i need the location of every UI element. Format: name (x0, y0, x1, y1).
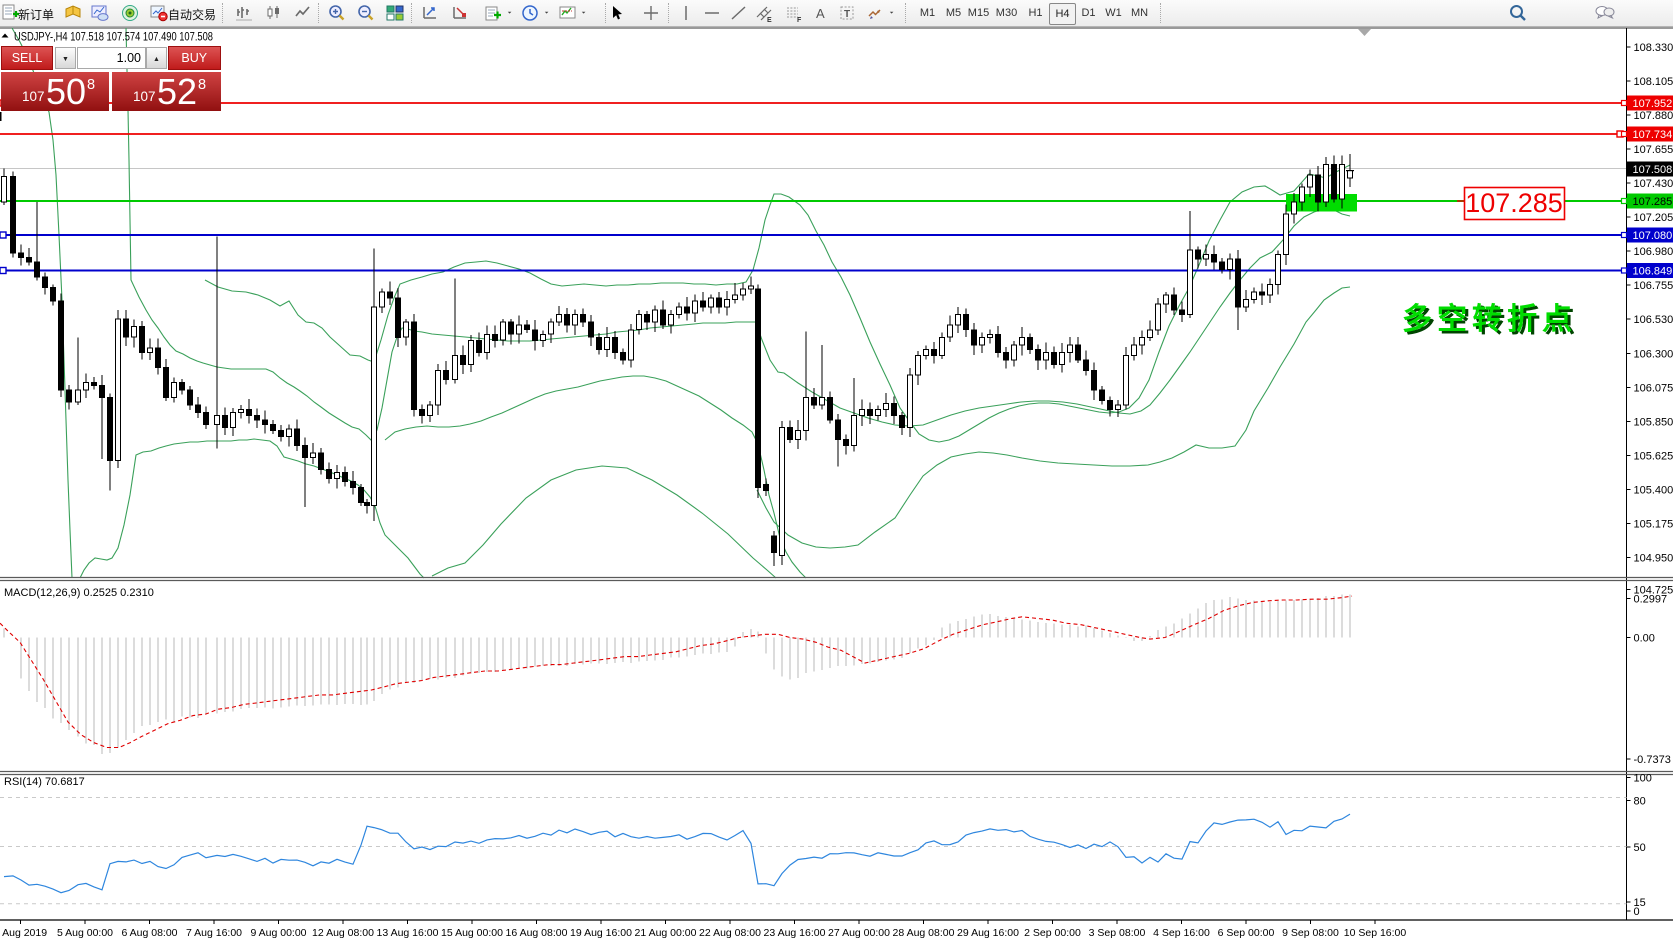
svg-text:23 Aug 16:00: 23 Aug 16:00 (764, 927, 826, 939)
svg-text:107.285: 107.285 (1465, 188, 1563, 218)
svg-text:6 Aug 08:00: 6 Aug 08:00 (121, 927, 177, 939)
svg-text:4 Sep 16:00: 4 Sep 16:00 (1153, 927, 1210, 939)
svg-text:107.205: 107.205 (1634, 212, 1673, 224)
svg-text:12 Aug 08:00: 12 Aug 08:00 (312, 927, 374, 939)
svg-text:USDJPY-,H4 107.518 107.574 10: USDJPY-,H4 107.518 107.574 107.490 107.5… (14, 30, 213, 44)
svg-text:多空转折点: 多空转折点 (1402, 303, 1577, 336)
svg-text:19 Aug 16:00: 19 Aug 16:00 (570, 927, 632, 939)
svg-text:E: E (767, 17, 772, 23)
svg-text:F: F (797, 17, 802, 23)
svg-text:15: 15 (1634, 897, 1646, 909)
svg-text:9 Sep 08:00: 9 Sep 08:00 (1282, 927, 1339, 939)
svg-text:7 Aug 16:00: 7 Aug 16:00 (186, 927, 242, 939)
svg-text:2 Sep 00:00: 2 Sep 00:00 (1024, 927, 1081, 939)
svg-text:105.625: 105.625 (1634, 451, 1673, 463)
svg-text:29 Aug 16:00: 29 Aug 16:00 (957, 927, 1019, 939)
svg-text:106.849: 106.849 (1633, 266, 1673, 278)
svg-text:5 Aug 00:00: 5 Aug 00:00 (57, 927, 113, 939)
svg-text:10 Sep 16:00: 10 Sep 16:00 (1344, 927, 1407, 939)
svg-text:16 Aug 08:00: 16 Aug 08:00 (506, 927, 568, 939)
svg-text:50: 50 (1634, 842, 1646, 854)
svg-text:MACD(12,26,9) 0.2525 0.2310: MACD(12,26,9) 0.2525 0.2310 (4, 587, 154, 599)
svg-text:106.530: 106.530 (1634, 314, 1673, 326)
svg-text:108.105: 108.105 (1634, 76, 1673, 88)
svg-text:-0.7373: -0.7373 (1634, 754, 1671, 766)
svg-text:多空转折点: 多空转折点 (1405, 306, 1580, 339)
svg-text:107.880: 107.880 (1634, 110, 1673, 122)
svg-text:107.285: 107.285 (1633, 196, 1673, 208)
svg-text:108.330: 108.330 (1634, 42, 1673, 54)
svg-text:107.430: 107.430 (1634, 178, 1673, 190)
svg-text:105.400: 105.400 (1634, 485, 1673, 497)
svg-text:80: 80 (1634, 796, 1646, 808)
svg-text:27 Aug 00:00: 27 Aug 00:00 (828, 927, 890, 939)
svg-text:21 Aug 00:00: 21 Aug 00:00 (635, 927, 697, 939)
svg-text:22 Aug 08:00: 22 Aug 08:00 (699, 927, 761, 939)
svg-text:6 Sep 00:00: 6 Sep 00:00 (1218, 927, 1275, 939)
svg-text:0.00: 0.00 (1634, 633, 1655, 645)
svg-text:106.755: 106.755 (1634, 280, 1673, 292)
svg-text:T: T (844, 9, 850, 20)
svg-text:0.2997: 0.2997 (1634, 594, 1668, 606)
svg-text:28 Aug 08:00: 28 Aug 08:00 (893, 927, 955, 939)
svg-text:3 Sep 08:00: 3 Sep 08:00 (1089, 927, 1146, 939)
svg-text:106.300: 106.300 (1634, 349, 1673, 361)
svg-text:106.980: 106.980 (1634, 246, 1673, 258)
svg-text:105.850: 105.850 (1634, 417, 1673, 429)
svg-text:1 Aug 2019: 1 Aug 2019 (0, 927, 47, 939)
svg-text:13 Aug 16:00: 13 Aug 16:00 (377, 927, 439, 939)
svg-text:A: A (816, 6, 825, 21)
svg-text:107.952: 107.952 (1633, 98, 1673, 110)
svg-text:100: 100 (1634, 773, 1652, 785)
svg-text:104.725: 104.725 (1634, 585, 1673, 597)
svg-text:107.655: 107.655 (1634, 144, 1673, 156)
svg-text:RSI(14) 70.6817: RSI(14) 70.6817 (4, 776, 85, 788)
svg-text:105.175: 105.175 (1634, 519, 1673, 531)
svg-text:107.508: 107.508 (1633, 164, 1673, 176)
svg-text:0: 0 (1634, 906, 1640, 918)
svg-text:9 Aug 00:00: 9 Aug 00:00 (250, 927, 306, 939)
svg-text:107.734: 107.734 (1633, 129, 1673, 141)
svg-text:106.075: 106.075 (1634, 383, 1673, 395)
svg-text:104.950: 104.950 (1634, 553, 1673, 565)
svg-text:15 Aug 00:00: 15 Aug 00:00 (441, 927, 503, 939)
svg-text:107.080: 107.080 (1633, 230, 1673, 242)
